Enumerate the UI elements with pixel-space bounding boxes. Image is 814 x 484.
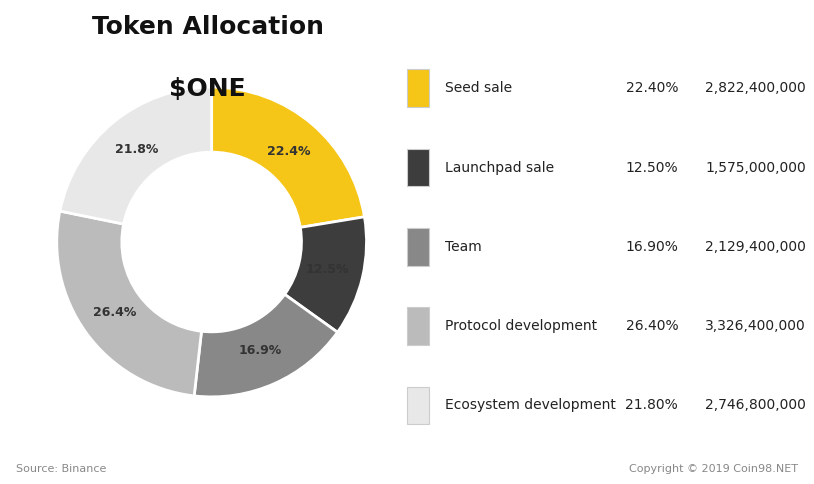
FancyBboxPatch shape [407, 69, 429, 107]
Text: 21.8%: 21.8% [115, 143, 158, 156]
Text: 2,746,800,000: 2,746,800,000 [705, 398, 806, 412]
Text: Source: Binance: Source: Binance [16, 464, 107, 474]
FancyBboxPatch shape [407, 387, 429, 424]
Text: Copyright © 2019 Coin98.NET: Copyright © 2019 Coin98.NET [628, 464, 798, 474]
Wedge shape [60, 87, 212, 224]
Text: 21.80%: 21.80% [625, 398, 678, 412]
FancyBboxPatch shape [407, 228, 429, 266]
Wedge shape [57, 211, 202, 396]
Text: Protocol development: Protocol development [445, 319, 597, 333]
Text: Launchpad sale: Launchpad sale [445, 161, 554, 175]
FancyBboxPatch shape [407, 307, 429, 345]
Text: 2,822,400,000: 2,822,400,000 [705, 81, 806, 95]
Text: 26.40%: 26.40% [626, 319, 678, 333]
Text: 12.5%: 12.5% [306, 263, 349, 275]
Text: Seed sale: Seed sale [445, 81, 512, 95]
FancyBboxPatch shape [407, 149, 429, 186]
Text: 26.4%: 26.4% [94, 305, 137, 318]
Text: Team: Team [445, 240, 482, 254]
Text: 22.40%: 22.40% [626, 81, 678, 95]
Wedge shape [195, 294, 338, 397]
Text: 22.4%: 22.4% [267, 145, 311, 158]
Text: 3,326,400,000: 3,326,400,000 [705, 319, 806, 333]
Text: 12.50%: 12.50% [626, 161, 678, 175]
Text: 1,575,000,000: 1,575,000,000 [705, 161, 806, 175]
Wedge shape [285, 217, 366, 332]
Text: Ecosystem development: Ecosystem development [445, 398, 615, 412]
Text: 16.9%: 16.9% [239, 345, 282, 358]
Wedge shape [212, 87, 365, 227]
Text: Token Allocation: Token Allocation [91, 15, 324, 39]
Text: 16.90%: 16.90% [625, 240, 678, 254]
Text: 2,129,400,000: 2,129,400,000 [705, 240, 806, 254]
Text: $ONE: $ONE [169, 77, 246, 102]
